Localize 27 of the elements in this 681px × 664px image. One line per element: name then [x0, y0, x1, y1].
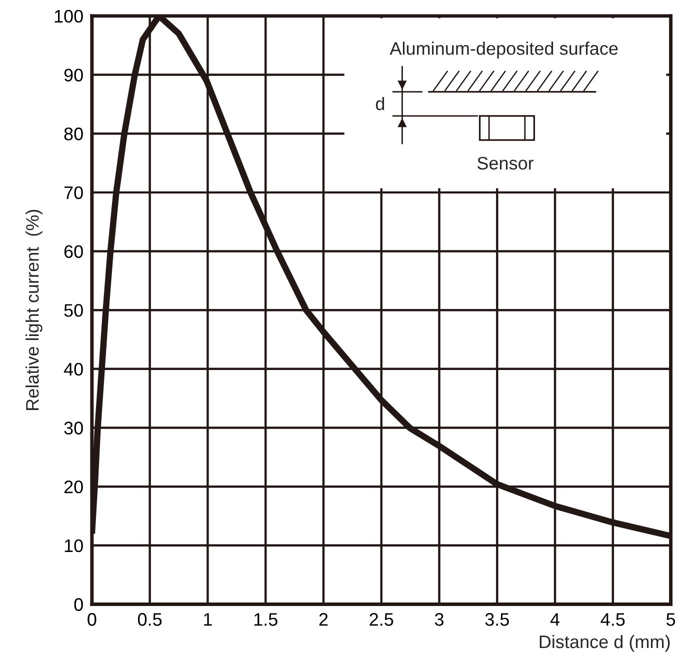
x-tick-label: 3.5 — [485, 613, 509, 626]
x-tick-label: 0 — [88, 613, 96, 626]
y-tick-label: 90 — [64, 68, 83, 82]
x-tick-label: 4.5 — [600, 613, 625, 626]
y-tick-label: 80 — [64, 128, 83, 140]
y-tick-label: 60 — [64, 245, 83, 258]
y-axis-title: Relative light current (%) — [26, 210, 42, 410]
x-tick-label: 1.5 — [254, 613, 278, 626]
y-tick-label: 70 — [64, 186, 83, 200]
annotation: d — [376, 96, 384, 110]
y-tick-label: 50 — [64, 304, 83, 317]
y-tick-label: 10 — [64, 539, 83, 552]
x-tick-label: 2.5 — [370, 613, 394, 626]
x-axis-title: Distance d (mm) — [540, 634, 670, 652]
y-tick-label: 30 — [64, 422, 83, 434]
y-tick-label: 40 — [64, 362, 83, 376]
x-tick-label: 1 — [204, 613, 212, 626]
x-tick-label: 3 — [434, 613, 444, 626]
annotation: Sensor — [477, 156, 534, 170]
annotation: Aluminum-deposited surface — [390, 42, 618, 58]
x-tick-label: 4 — [550, 613, 560, 626]
y-tick-label: 20 — [64, 480, 83, 494]
y-tick-label: 0 — [74, 598, 83, 611]
x-tick-label: 2 — [319, 613, 328, 626]
y-tick-label: 100 — [54, 10, 83, 23]
x-tick-label: 0.5 — [138, 613, 162, 626]
x-tick-label: 5 — [666, 613, 676, 626]
